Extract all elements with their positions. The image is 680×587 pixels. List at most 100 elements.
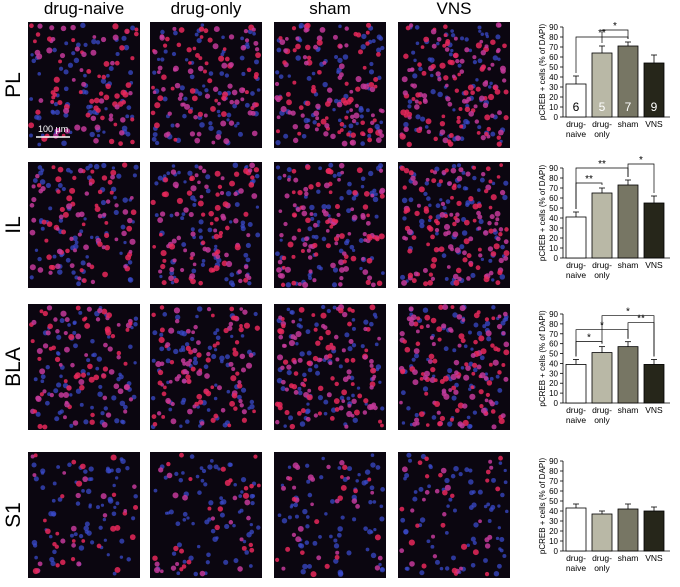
nucleus-blue <box>483 504 488 509</box>
nucleus-blue <box>445 199 451 204</box>
nucleus-red <box>277 259 283 265</box>
nucleus-red <box>241 545 247 551</box>
nucleus-red <box>410 67 415 72</box>
nucleus-blue <box>168 407 173 412</box>
nucleus-red <box>199 194 204 199</box>
nucleus-blue <box>114 418 120 424</box>
nucleus-blue <box>448 52 453 57</box>
nucleus-red <box>349 108 354 112</box>
nucleus-red <box>37 23 43 29</box>
nucleus-blue <box>415 114 421 120</box>
nucleus-blue <box>427 484 431 489</box>
nucleus-red <box>38 188 44 194</box>
nucleus-red <box>313 327 318 332</box>
nucleus-blue <box>49 556 55 563</box>
nucleus-blue <box>228 462 233 467</box>
nucleus-blue <box>210 528 216 534</box>
nucleus-red <box>295 330 302 338</box>
nucleus-red <box>89 264 95 270</box>
nucleus-blue <box>52 481 57 486</box>
nucleus-blue <box>85 488 92 495</box>
nucleus-red <box>192 348 198 354</box>
nucleus-red <box>459 124 464 129</box>
nucleus-red <box>417 62 422 67</box>
nucleus-red <box>487 66 492 71</box>
nucleus-blue <box>133 361 137 365</box>
nucleus-red <box>298 306 305 313</box>
nucleus-blue <box>233 558 239 564</box>
nucleus-red <box>453 359 460 366</box>
nucleus-blue <box>64 41 69 46</box>
nucleus-red <box>309 212 314 217</box>
nucleus-red <box>297 525 304 532</box>
nucleus-red <box>161 74 167 80</box>
nucleus-red <box>365 41 370 46</box>
nucleus-red <box>449 417 454 422</box>
nucleus-red <box>329 416 335 421</box>
nucleus-red <box>297 411 302 416</box>
nucleus-blue <box>102 130 106 134</box>
nucleus-blue <box>300 569 306 575</box>
nucleus-blue <box>427 218 432 223</box>
nucleus-red <box>427 280 433 286</box>
nucleus-blue <box>250 500 255 506</box>
nucleus-blue <box>209 459 214 463</box>
nucleus-red <box>129 195 134 200</box>
nucleus-red <box>114 60 120 66</box>
nucleus-red <box>274 81 280 87</box>
nucleus-red <box>125 327 130 332</box>
nucleus-red <box>365 30 370 35</box>
nucleus-blue <box>200 23 205 27</box>
nucleus-blue <box>52 254 57 259</box>
nucleus-red <box>350 308 355 313</box>
nucleus-blue <box>88 505 92 509</box>
nucleus-blue <box>287 74 291 78</box>
nucleus-red <box>442 512 447 517</box>
nucleus-red <box>338 405 344 411</box>
nucleus-red <box>225 260 233 268</box>
x-tick-label: VNS <box>645 553 663 563</box>
nucleus-blue <box>191 521 195 526</box>
nucleus-red <box>278 36 283 41</box>
nucleus-red <box>367 137 373 143</box>
nucleus-red <box>291 235 297 241</box>
nucleus-red <box>425 118 432 125</box>
nucleus-red <box>488 228 494 234</box>
nucleus-red <box>497 269 503 276</box>
nucleus-red <box>234 99 240 105</box>
nucleus-red <box>204 61 209 66</box>
nucleus-red <box>326 87 333 93</box>
nucleus-red <box>39 392 44 397</box>
nucleus-red <box>130 139 135 145</box>
nucleus-red <box>233 191 238 197</box>
column-header: VNS <box>437 0 472 18</box>
nucleus-blue <box>477 25 482 30</box>
nucleus-red <box>159 34 165 39</box>
nucleus-blue <box>301 133 307 139</box>
nucleus-blue <box>178 330 185 336</box>
nucleus-red <box>403 126 409 132</box>
nucleus-red <box>341 389 348 396</box>
nucleus-blue <box>330 499 335 504</box>
nucleus-red <box>219 190 225 196</box>
nucleus-blue <box>502 553 507 558</box>
nucleus-red <box>475 86 481 92</box>
nucleus-blue <box>48 206 53 211</box>
nucleus-red <box>128 397 134 402</box>
nucleus-red <box>492 85 498 90</box>
nucleus-red <box>100 493 107 500</box>
nucleus-red <box>247 110 253 116</box>
nucleus-blue <box>194 32 199 37</box>
nucleus-red <box>379 187 386 194</box>
nucleus-red <box>70 525 77 532</box>
nucleus-red <box>153 122 160 129</box>
nucleus-blue <box>299 421 306 427</box>
nucleus-blue <box>255 205 260 209</box>
nucleus-red <box>453 389 459 395</box>
row-label: PL <box>2 72 25 98</box>
nucleus-blue <box>359 114 364 119</box>
significance-label: * <box>639 155 643 166</box>
nucleus-red <box>436 410 441 415</box>
nucleus-red <box>244 273 250 278</box>
bar <box>643 62 665 118</box>
